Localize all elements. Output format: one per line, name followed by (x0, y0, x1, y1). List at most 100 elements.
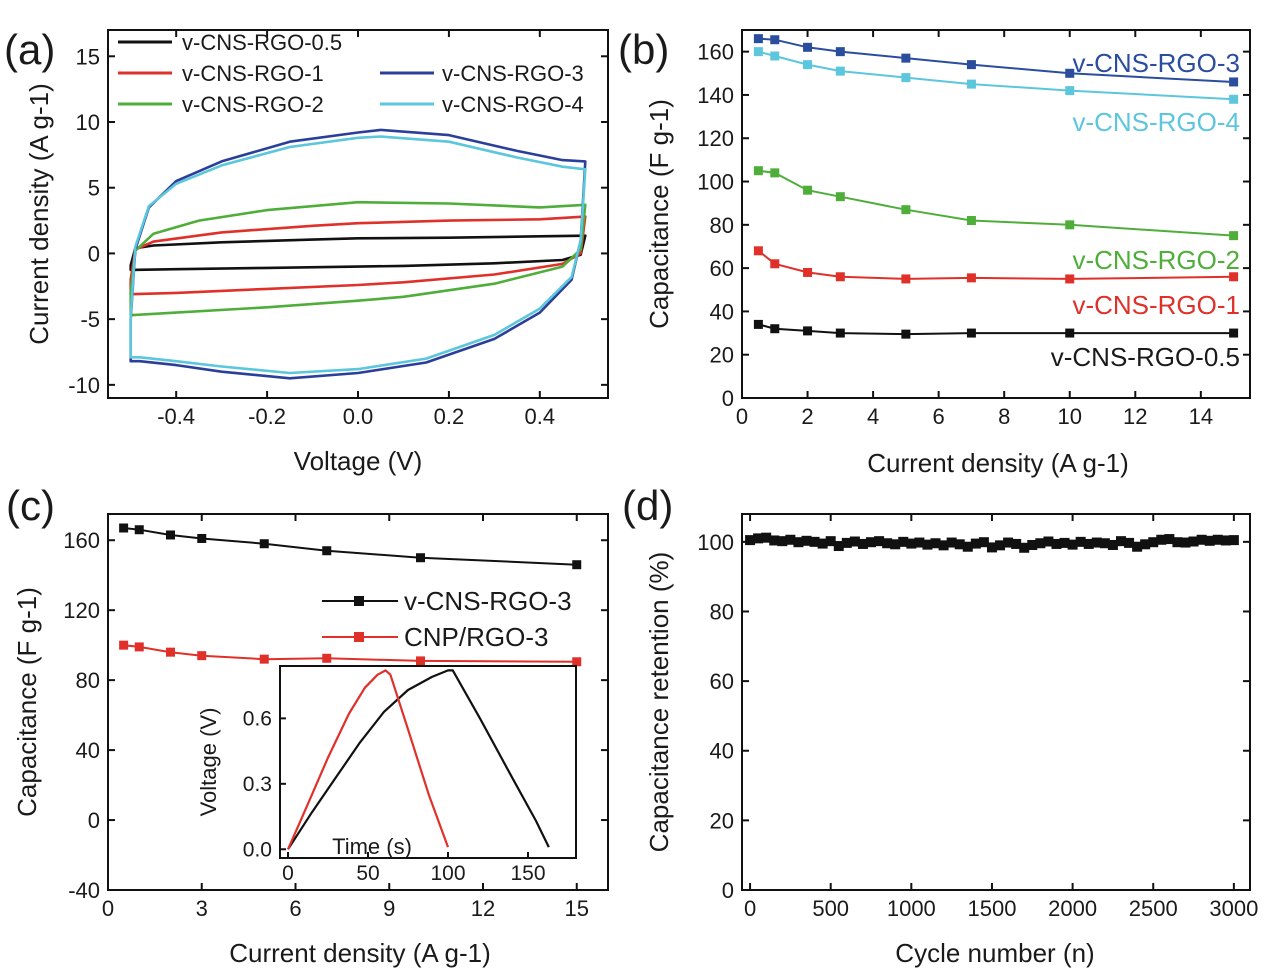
retention-point (914, 537, 925, 548)
panel-b-xtick-label: 4 (867, 404, 879, 429)
data-point-v-CNS-RGO-4 (1065, 86, 1075, 96)
data-point-v-CNS-RGO-2 (966, 215, 976, 225)
data-point-v-CNS-RGO-3 (572, 560, 582, 570)
panel-b-label-rgo2: v-CNS-RGO-2 (1072, 245, 1240, 275)
panel-a-yticks: -10 -5 0 5 10 15 (68, 44, 608, 398)
data-point-v-CNS-RGO-0.5 (753, 319, 763, 329)
panel-c-xtick-label: 3 (196, 896, 208, 921)
retention-point (1164, 534, 1175, 545)
panel-a-xtick-label: -0.2 (248, 404, 286, 429)
data-point-CNP/RGO-3 (259, 654, 269, 664)
panel-c-ytick-label: 80 (76, 668, 100, 693)
data-point-CNP/RGO-3 (134, 642, 144, 652)
panel-c-ytick-label: -40 (68, 878, 100, 903)
legend-text-2: v-CNS-RGO-2 (182, 92, 324, 117)
panel-a-ytick-label: 5 (88, 176, 100, 201)
retention-point (1003, 537, 1014, 548)
retention-point (1172, 537, 1183, 548)
data-point-v-CNS-RGO-1 (770, 259, 780, 269)
panel-c-ytick-label: 160 (63, 528, 100, 553)
panel-c-xticks: 0 3 6 9 12 15 (102, 514, 589, 921)
panel-b-ytick-label: 20 (710, 343, 734, 368)
retention-point (769, 535, 780, 546)
panel-b-ylabel: Capacitance (F g-1) (644, 99, 674, 329)
panel-d-xtick-label: 500 (812, 896, 849, 921)
panel-c-xtick-label: 0 (102, 896, 114, 921)
retention-point (1059, 537, 1070, 548)
data-point-v-CNS-RGO-0.5 (803, 326, 813, 336)
panel-d-ytick-label: 80 (710, 599, 734, 624)
data-point-v-CNS-RGO-0.5 (901, 329, 911, 339)
panel-a-ytick-label: -5 (80, 307, 100, 332)
retention-point (1011, 538, 1022, 549)
retention-point (1035, 538, 1046, 549)
series-line-v-CNS-RGO-2 (758, 169, 1234, 237)
panel-b-ytick-label: 0 (722, 386, 734, 411)
retention-point (1115, 536, 1126, 547)
retention-point (1083, 538, 1094, 549)
panel-c-ytick-label: 120 (63, 598, 100, 623)
panel-c-xtick-label: 15 (565, 896, 589, 921)
panel-c-legend-marker-rgo3 (354, 596, 364, 606)
panel-a-legend: v-CNS-RGO-0.5 v-CNS-RGO-1 v-CNS-RGO-3 v-… (118, 30, 584, 117)
panel-d-xtick-label: 2500 (1129, 896, 1178, 921)
data-point-v-CNS-RGO-2 (901, 205, 911, 215)
panel-b-label-rgo4: v-CNS-RGO-4 (1072, 107, 1240, 137)
data-point-v-CNS-RGO-3 (770, 35, 780, 45)
panel-d-xtick-label: 1000 (887, 896, 936, 921)
retention-point (922, 539, 933, 550)
retention-point (1156, 534, 1167, 545)
retention-point (793, 537, 804, 548)
retention-point (930, 538, 941, 549)
panel-a-xlabel: Voltage (V) (294, 446, 423, 476)
retention-point (1051, 538, 1062, 549)
panel-b-xtick-label: 8 (998, 404, 1010, 429)
panel-c-inset-curves (286, 669, 550, 850)
panel-b-xtick-label: 10 (1057, 404, 1081, 429)
data-point-v-CNS-RGO-1 (1065, 274, 1075, 284)
retention-point (986, 542, 997, 553)
data-point-v-CNS-RGO-0.5 (770, 324, 780, 334)
cv-curve-v-CNS-RGO-2 (129, 200, 587, 317)
data-point-v-CNS-RGO-0.5 (1229, 328, 1239, 338)
panel-b-xticks: 0 2 4 6 8 10 12 14 (736, 30, 1213, 429)
data-point-v-CNS-RGO-4 (753, 47, 763, 57)
data-point-v-CNS-RGO-3 (753, 34, 763, 44)
retention-point (1132, 541, 1143, 552)
data-point-v-CNS-RGO-4 (966, 79, 976, 89)
panel-b-ytick-label: 140 (697, 83, 734, 108)
data-point-v-CNS-RGO-0.5 (966, 328, 976, 338)
retention-point (1107, 539, 1118, 550)
retention-point (849, 536, 860, 547)
panel-b-xtick-label: 14 (1189, 404, 1213, 429)
panel-b-xtick-label: 2 (801, 404, 813, 429)
series-line-CNP/RGO-3 (123, 644, 577, 663)
panel-d-xtick-label: 0 (744, 896, 756, 921)
legend-text-0.5: v-CNS-RGO-0.5 (182, 30, 342, 55)
retention-point (1091, 537, 1102, 548)
retention-point (745, 535, 756, 546)
data-point-v-CNS-RGO-1 (901, 274, 911, 284)
panel-c-inset-ylabel: Voltage (V) (196, 708, 221, 817)
retention-point (761, 532, 772, 543)
panel-c-ylabel: Capacitance (F g-1) (12, 587, 42, 817)
retention-point (1148, 537, 1159, 548)
panel-c-inset-yticks: 0.0 0.3 0.6 (243, 707, 286, 861)
data-point-CNP/RGO-3 (416, 656, 425, 666)
panel-b-xtick-label: 6 (933, 404, 945, 429)
panel-b-ytick-label: 100 (697, 170, 734, 195)
series-line-v-CNS-RGO-3 (123, 527, 577, 566)
data-point-v-CNS-RGO-2 (1229, 231, 1239, 241)
panel-a-xtick-label: 0.4 (525, 404, 556, 429)
retention-point (874, 536, 885, 547)
retention-point (866, 537, 877, 548)
panel-c-inset: Voltage (V) Time (s) 0 50 100 150 0.0 0.3 0.6 (196, 665, 577, 885)
panel-c-frame (107, 513, 609, 891)
panel-a-xtick-label: -0.4 (157, 404, 195, 429)
retention-point (833, 541, 844, 552)
retention-point (970, 538, 981, 549)
panel-c-ytick-label: 0 (88, 808, 100, 833)
data-point-v-CNS-RGO-3 (166, 530, 175, 540)
data-point-v-CNS-RGO-2 (1065, 220, 1075, 230)
